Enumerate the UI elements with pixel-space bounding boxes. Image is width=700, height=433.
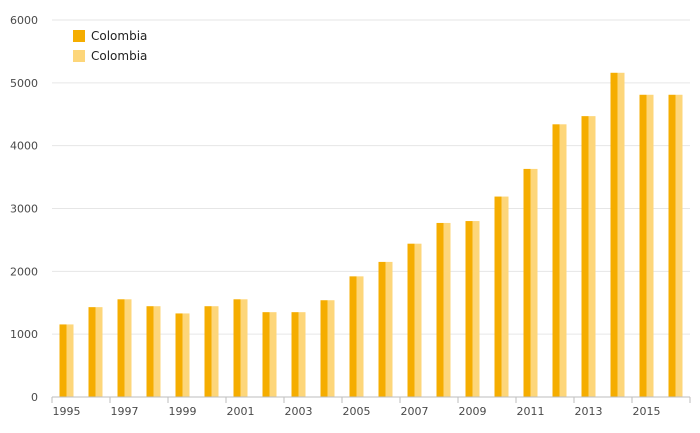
- y-tick-label: 3000: [10, 203, 38, 216]
- legend[interactable]: Colombia Colombia: [73, 29, 147, 63]
- bar-2011-series-2[interactable]: [530, 168, 538, 397]
- x-tick-label: 2011: [517, 405, 545, 418]
- bar-2005-series-2[interactable]: [356, 276, 364, 397]
- bar-2001-series-2[interactable]: [240, 299, 248, 397]
- legend-swatch: [73, 50, 85, 62]
- bar-2002-series-2[interactable]: [269, 312, 277, 397]
- legend-label: Colombia: [91, 49, 147, 63]
- bar-2015-series-2[interactable]: [646, 94, 654, 397]
- bar-2012-series-2[interactable]: [559, 124, 567, 397]
- y-tick-label: 2000: [10, 265, 38, 278]
- bar-2003-series-1[interactable]: [291, 312, 299, 397]
- bar-1995-series-2[interactable]: [66, 324, 74, 397]
- bar-2011-series-1[interactable]: [523, 168, 531, 397]
- y-tick-label: 6000: [10, 14, 38, 27]
- y-tick-label: 0: [31, 391, 38, 404]
- bar-1996-series-2[interactable]: [95, 307, 103, 397]
- bar-1998-series-1[interactable]: [146, 306, 154, 397]
- bar-2003-series-2[interactable]: [298, 312, 306, 397]
- bar-1995-series-1[interactable]: [59, 324, 67, 397]
- bar-1998-series-2[interactable]: [153, 306, 161, 397]
- bar-2005-series-1[interactable]: [349, 276, 357, 397]
- x-tick-label: 2009: [459, 405, 487, 418]
- bar-2002-series-1[interactable]: [262, 312, 270, 397]
- bar-2014-series-1[interactable]: [610, 72, 618, 397]
- x-tick-label: 2015: [633, 405, 661, 418]
- bar-2016-series-2[interactable]: [675, 94, 683, 397]
- bar-1999-series-1[interactable]: [175, 313, 183, 397]
- bar-1999-series-2[interactable]: [182, 313, 190, 397]
- bar-2010-series-2[interactable]: [501, 196, 509, 397]
- y-axis-tick-labels: 0 1000 2000 3000 4000 5000 6000: [10, 14, 38, 404]
- x-tick-label: 1995: [53, 405, 81, 418]
- bar-2007-series-1[interactable]: [407, 243, 415, 397]
- bar-2000-series-2[interactable]: [211, 306, 219, 397]
- bar-2000-series-1[interactable]: [204, 306, 212, 397]
- legend-label: Colombia: [91, 29, 147, 43]
- bar-2007-series-2[interactable]: [414, 243, 422, 397]
- bar-2016-series-1[interactable]: [668, 94, 676, 397]
- bar-2008-series-2[interactable]: [443, 222, 451, 397]
- bar-2015-series-1[interactable]: [639, 94, 647, 397]
- y-tick-label: 5000: [10, 77, 38, 90]
- bar-2006-series-2[interactable]: [385, 261, 393, 397]
- legend-item[interactable]: Colombia: [73, 49, 147, 63]
- x-tick-label: 2007: [401, 405, 429, 418]
- bar-2001-series-1[interactable]: [233, 299, 241, 397]
- x-tick-label: 2003: [285, 405, 313, 418]
- bar-2008-series-1[interactable]: [436, 222, 444, 397]
- bar-2013-series-2[interactable]: [588, 116, 596, 397]
- x-tick-label: 2013: [575, 405, 603, 418]
- y-tick-label: 4000: [10, 140, 38, 153]
- bar-2009-series-2[interactable]: [472, 221, 480, 397]
- legend-item[interactable]: Colombia: [73, 29, 147, 43]
- bar-1997-series-2[interactable]: [124, 299, 132, 397]
- bar-2012-series-1[interactable]: [552, 124, 560, 397]
- x-tick-label: 2001: [227, 405, 255, 418]
- bar-2006-series-1[interactable]: [378, 261, 386, 397]
- x-axis: 1995 1997 1999 2001 2003 2005 2007 2009 2011 2013…: [51, 396, 691, 418]
- x-tick-label: 2005: [343, 405, 371, 418]
- bar-2009-series-1[interactable]: [465, 221, 473, 397]
- x-tick-label: 1997: [111, 405, 139, 418]
- bar-2004-series-2[interactable]: [327, 300, 335, 397]
- x-tick-label: 1999: [169, 405, 197, 418]
- bar-2004-series-1[interactable]: [320, 300, 328, 397]
- y-tick-label: 1000: [10, 328, 38, 341]
- bar-2014-series-2[interactable]: [617, 72, 625, 397]
- bar-1997-series-1[interactable]: [117, 299, 125, 397]
- bars: [59, 72, 683, 397]
- legend-swatch: [73, 30, 85, 42]
- bar-2010-series-1[interactable]: [494, 196, 502, 397]
- bar-1996-series-1[interactable]: [88, 307, 96, 397]
- bar-2013-series-1[interactable]: [581, 116, 589, 397]
